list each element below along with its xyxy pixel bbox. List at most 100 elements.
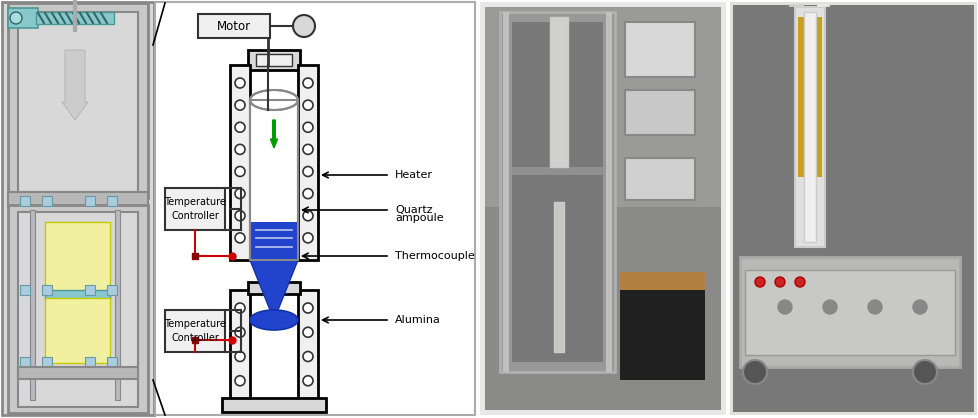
Bar: [18, 367, 138, 379]
Bar: [107, 196, 117, 206]
Circle shape: [235, 122, 244, 132]
Bar: [733, 5, 973, 412]
Bar: [503, 12, 509, 372]
Circle shape: [235, 144, 244, 154]
Bar: [624, 90, 694, 135]
Text: Temperature: Temperature: [164, 319, 226, 329]
Circle shape: [235, 352, 244, 362]
Bar: [165, 310, 225, 352]
Circle shape: [754, 277, 764, 287]
Bar: [619, 290, 704, 380]
Circle shape: [912, 300, 926, 314]
Bar: [249, 222, 297, 260]
Bar: [249, 100, 297, 260]
Bar: [550, 17, 567, 167]
Text: ampoule: ampoule: [394, 213, 443, 223]
Bar: [36, 12, 113, 24]
Bar: [619, 272, 704, 290]
Bar: [20, 357, 30, 367]
Bar: [42, 285, 52, 295]
Bar: [2, 2, 154, 415]
Bar: [222, 398, 326, 412]
Bar: [45, 222, 110, 292]
Circle shape: [235, 211, 244, 221]
Bar: [247, 50, 299, 70]
Bar: [230, 65, 249, 260]
Bar: [107, 285, 117, 295]
Bar: [42, 357, 52, 367]
Bar: [20, 196, 30, 206]
Bar: [114, 210, 120, 400]
Bar: [803, 12, 816, 242]
Bar: [744, 270, 954, 355]
Bar: [624, 158, 694, 200]
Circle shape: [822, 300, 836, 314]
Circle shape: [302, 122, 313, 132]
Bar: [484, 7, 720, 207]
Bar: [85, 357, 95, 367]
Text: Heater: Heater: [394, 170, 432, 180]
Ellipse shape: [249, 90, 297, 110]
Bar: [500, 12, 614, 372]
Circle shape: [742, 360, 766, 384]
Bar: [297, 65, 318, 260]
Bar: [794, 7, 824, 247]
Circle shape: [302, 144, 313, 154]
Circle shape: [302, 78, 313, 88]
Text: Controller: Controller: [171, 211, 219, 221]
Circle shape: [235, 100, 244, 110]
Circle shape: [292, 15, 315, 37]
Bar: [511, 167, 602, 175]
Bar: [554, 202, 563, 352]
Bar: [479, 2, 726, 415]
Bar: [107, 357, 117, 367]
Bar: [8, 8, 38, 28]
Circle shape: [302, 327, 313, 337]
Bar: [45, 298, 110, 363]
Bar: [739, 257, 959, 367]
Bar: [297, 290, 318, 405]
Circle shape: [235, 303, 244, 313]
Circle shape: [302, 189, 313, 199]
Polygon shape: [249, 260, 297, 320]
Bar: [8, 192, 148, 206]
Bar: [45, 290, 110, 300]
FancyArrow shape: [62, 50, 88, 120]
Circle shape: [10, 12, 22, 24]
Circle shape: [302, 166, 313, 176]
Circle shape: [302, 211, 313, 221]
Bar: [511, 22, 602, 362]
Bar: [255, 54, 291, 66]
Bar: [8, 3, 148, 198]
Bar: [605, 12, 611, 372]
Circle shape: [302, 352, 313, 362]
Circle shape: [794, 277, 804, 287]
Circle shape: [302, 233, 313, 243]
Circle shape: [867, 300, 881, 314]
Bar: [797, 17, 822, 177]
Bar: [18, 212, 138, 407]
Circle shape: [302, 376, 313, 386]
Circle shape: [302, 303, 313, 313]
Bar: [18, 12, 138, 192]
Bar: [484, 7, 720, 410]
Circle shape: [235, 166, 244, 176]
Bar: [198, 14, 270, 38]
Bar: [730, 2, 976, 415]
Bar: [8, 205, 148, 413]
Circle shape: [235, 189, 244, 199]
Bar: [165, 188, 225, 230]
Circle shape: [235, 376, 244, 386]
Bar: [249, 100, 297, 260]
Bar: [624, 22, 694, 77]
Bar: [20, 285, 30, 295]
Text: Thermocouple: Thermocouple: [394, 251, 474, 261]
Text: Temperature: Temperature: [164, 197, 226, 207]
FancyArrow shape: [270, 120, 277, 148]
Circle shape: [235, 78, 244, 88]
Circle shape: [302, 100, 313, 110]
Text: Quartz: Quartz: [394, 205, 432, 215]
Circle shape: [235, 327, 244, 337]
Text: Controller: Controller: [171, 333, 219, 343]
Ellipse shape: [249, 310, 297, 330]
